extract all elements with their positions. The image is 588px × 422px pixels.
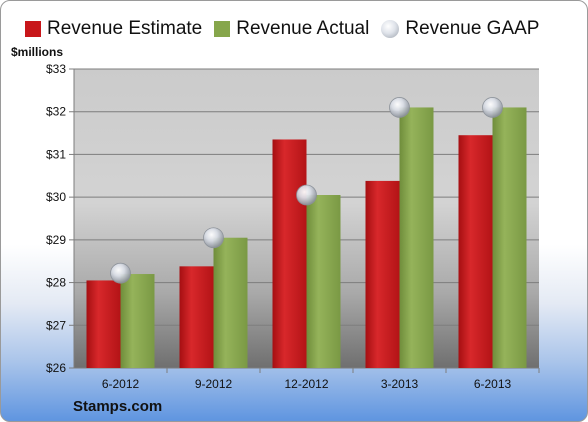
bar-revenue-estimate-1 <box>179 266 214 368</box>
legend-label-revenue-gaap: Revenue GAAP <box>405 18 540 39</box>
y-tick-label-3: $29 <box>46 233 66 247</box>
bar-revenue-actual-4 <box>492 107 527 368</box>
x-tick-label-4: 6-2013 <box>474 377 512 391</box>
y-tick-label-0: $26 <box>46 361 66 375</box>
marker-revenue-gaap-1 <box>203 227 224 249</box>
bar-revenue-actual-0 <box>120 274 155 368</box>
y-tick-label-4: $30 <box>46 190 66 204</box>
bar-revenue-actual-1 <box>213 237 248 368</box>
marker-revenue-gaap-2 <box>296 184 317 206</box>
bar-revenue-estimate-2 <box>272 139 307 368</box>
source-label: Stamps.com <box>73 398 163 415</box>
y-tick-label-7: $33 <box>46 62 66 76</box>
marker-revenue-gaap-0 <box>110 262 131 284</box>
x-tick-label-1: 9-2012 <box>195 377 233 391</box>
bar-revenue-actual-2 <box>306 195 341 368</box>
bar-revenue-estimate-0 <box>86 280 121 368</box>
legend-swatch-revenue-actual <box>214 21 231 37</box>
bar-revenue-actual-3 <box>399 107 434 368</box>
x-tick-label-2: 12-2012 <box>284 377 328 391</box>
y-tick-label-5: $31 <box>46 147 66 161</box>
legend-item-revenue-gaap: Revenue GAAP <box>381 18 539 40</box>
y-tick-label-2: $28 <box>46 276 66 290</box>
legend-swatch-revenue-gaap <box>381 20 400 38</box>
legend-swatch-revenue-estimate <box>25 21 41 37</box>
x-tick-label-0: 6-2012 <box>102 377 140 391</box>
y-axis-label: $millions <box>11 45 64 59</box>
y-tick-label-6: $32 <box>46 105 66 119</box>
bar-revenue-estimate-3 <box>365 180 400 368</box>
legend: Revenue Estimate Revenue Actual Revenue … <box>25 15 551 43</box>
bar-revenue-estimate-4 <box>458 135 493 368</box>
marker-revenue-gaap-4 <box>482 97 503 118</box>
x-tick-label-3: 3-2013 <box>381 377 419 391</box>
legend-item-revenue-estimate: Revenue Estimate <box>25 18 202 40</box>
legend-item-revenue-actual: Revenue Actual <box>214 18 369 40</box>
legend-label-revenue-actual: Revenue Actual <box>236 18 370 39</box>
legend-label-revenue-estimate: Revenue Estimate <box>47 18 203 39</box>
marker-revenue-gaap-3 <box>389 97 410 118</box>
y-tick-label-1: $27 <box>46 318 66 332</box>
